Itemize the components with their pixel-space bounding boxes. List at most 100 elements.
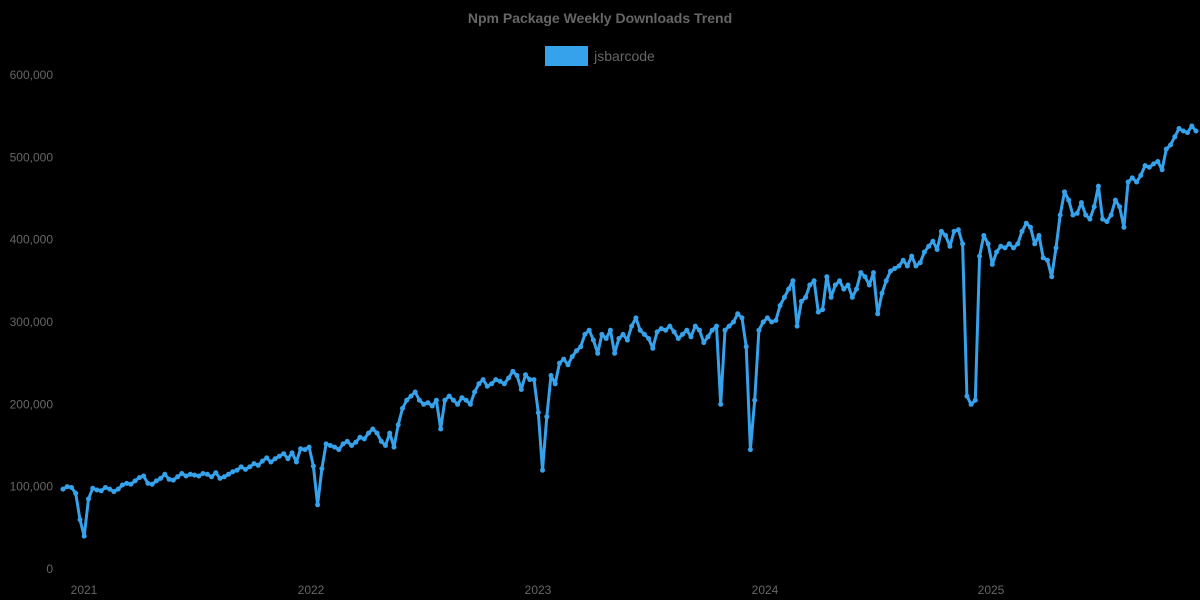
data-point[interactable] [569, 354, 575, 360]
data-point[interactable] [557, 360, 562, 366]
data-point[interactable] [705, 334, 711, 340]
data-point[interactable] [90, 485, 96, 491]
data-point[interactable] [921, 249, 927, 255]
data-point[interactable] [361, 436, 367, 442]
data-point[interactable] [107, 486, 113, 492]
data-point[interactable] [565, 362, 571, 368]
data-point[interactable] [293, 459, 299, 465]
data-point[interactable] [680, 331, 685, 337]
data-point[interactable] [951, 228, 957, 234]
data-point[interactable] [187, 471, 193, 477]
data-point[interactable] [276, 453, 282, 459]
data-point[interactable] [624, 337, 630, 343]
data-point[interactable] [1138, 172, 1144, 178]
data-point[interactable] [1180, 128, 1186, 134]
data-point[interactable] [128, 481, 134, 487]
data-point[interactable] [387, 430, 393, 436]
data-point[interactable] [794, 323, 800, 329]
data-point[interactable] [871, 270, 876, 276]
data-point[interactable] [828, 294, 834, 300]
data-point[interactable] [671, 329, 677, 335]
data-point[interactable] [226, 471, 231, 477]
data-point[interactable] [1053, 245, 1059, 251]
data-point[interactable] [518, 387, 524, 392]
data-point[interactable] [854, 286, 859, 292]
data-point[interactable] [366, 430, 371, 436]
data-point[interactable] [510, 368, 516, 374]
data-point[interactable] [1045, 257, 1050, 263]
data-point[interactable] [484, 383, 490, 389]
data-point[interactable] [947, 243, 953, 249]
data-point[interactable] [1146, 164, 1152, 170]
data-point[interactable] [811, 278, 817, 284]
data-point[interactable] [1142, 163, 1148, 169]
data-point[interactable] [845, 282, 851, 288]
data-point[interactable] [272, 456, 278, 462]
data-point[interactable] [332, 444, 338, 450]
data-point[interactable] [404, 397, 410, 403]
data-point[interactable] [1011, 245, 1016, 251]
data-point[interactable] [752, 397, 758, 403]
data-point[interactable] [446, 393, 452, 399]
data-point[interactable] [735, 311, 741, 317]
data-point[interactable] [421, 401, 427, 407]
data-point[interactable] [807, 282, 813, 288]
data-point[interactable] [1095, 183, 1101, 189]
data-point[interactable] [102, 485, 108, 490]
data-point[interactable] [400, 405, 405, 411]
data-point[interactable] [149, 481, 155, 487]
data-point[interactable] [514, 373, 520, 378]
data-point[interactable] [866, 282, 872, 288]
data-point[interactable] [1032, 241, 1038, 247]
data-point[interactable] [820, 307, 826, 313]
data-point[interactable] [204, 471, 210, 477]
data-point[interactable] [747, 447, 753, 453]
data-point[interactable] [158, 475, 164, 481]
data-point[interactable] [323, 441, 329, 447]
data-point[interactable] [709, 327, 715, 333]
data-point[interactable] [251, 461, 257, 467]
data-point[interactable] [832, 282, 838, 288]
data-point[interactable] [455, 401, 461, 407]
data-point[interactable] [1100, 216, 1106, 222]
data-point[interactable] [192, 472, 197, 478]
data-point[interactable] [684, 327, 690, 333]
data-point[interactable] [298, 446, 304, 452]
data-point[interactable] [86, 496, 91, 502]
data-point[interactable] [535, 410, 541, 416]
data-point[interactable] [1040, 255, 1046, 261]
data-point[interactable] [1091, 204, 1097, 210]
data-point[interactable] [162, 471, 168, 477]
data-point[interactable] [544, 414, 550, 420]
data-point[interactable] [523, 372, 528, 378]
data-point[interactable] [255, 462, 261, 468]
data-point[interactable] [1163, 146, 1169, 152]
data-point[interactable] [467, 401, 473, 407]
data-point[interactable] [667, 323, 673, 329]
data-point[interactable] [654, 329, 660, 335]
data-point[interactable] [934, 247, 940, 252]
data-point[interactable] [353, 439, 359, 445]
data-point[interactable] [501, 381, 507, 387]
data-point[interactable] [1176, 126, 1182, 131]
data-point[interactable] [1070, 212, 1076, 218]
data-point[interactable] [1019, 228, 1025, 234]
data-point[interactable] [904, 263, 910, 269]
data-point[interactable] [217, 475, 223, 481]
data-point[interactable] [798, 298, 804, 304]
data-point[interactable] [926, 243, 932, 249]
data-point[interactable] [285, 456, 291, 462]
data-point[interactable] [357, 434, 363, 440]
data-point[interactable] [960, 241, 966, 247]
data-point[interactable] [1006, 241, 1012, 247]
data-point[interactable] [803, 294, 809, 300]
data-point[interactable] [764, 315, 770, 321]
data-point[interactable] [340, 441, 346, 447]
data-point[interactable] [1015, 241, 1021, 247]
data-point[interactable] [968, 401, 974, 407]
data-point[interactable] [442, 397, 448, 403]
data-point[interactable] [1121, 224, 1127, 230]
data-point[interactable] [574, 348, 579, 354]
data-point[interactable] [315, 502, 321, 508]
data-point[interactable] [391, 444, 397, 450]
